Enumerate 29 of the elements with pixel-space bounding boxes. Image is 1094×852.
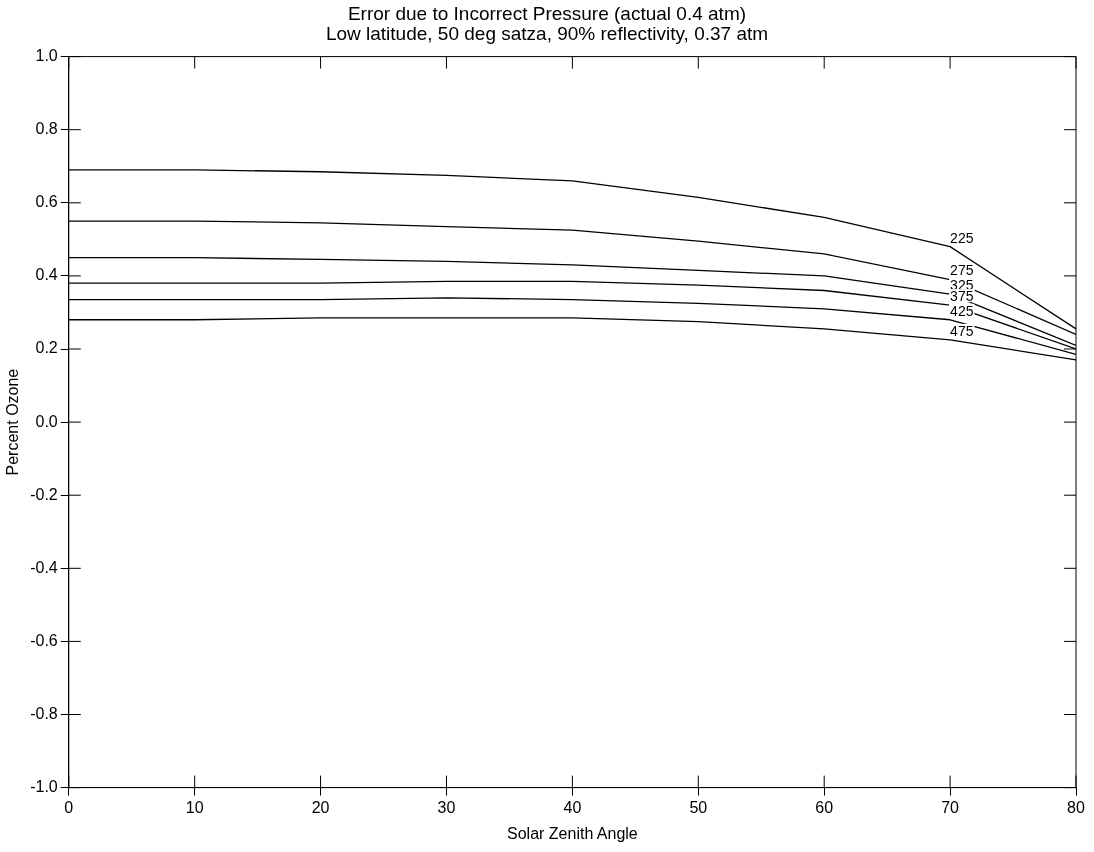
series-label: 475 (950, 322, 974, 339)
x-tick-label: 80 (1067, 798, 1085, 816)
x-tick-label: 10 (185, 798, 204, 816)
x-tick-label: 50 (689, 798, 708, 816)
x-tick-label: 20 (311, 798, 330, 816)
x-tick-label: 40 (563, 798, 582, 816)
series-label: 425 (950, 302, 974, 319)
series-label: 225 (950, 229, 974, 246)
x-tick-label: 60 (815, 798, 834, 816)
y-axis-title: Percent Ozone (4, 368, 22, 476)
x-tick-label: 30 (437, 798, 456, 816)
series-label: 375 (950, 288, 974, 304)
y-tick-label: 0.4 (35, 266, 58, 284)
y-tick-label: 1.0 (35, 47, 58, 65)
y-tick-label: -0.8 (30, 704, 58, 722)
y-tick-label: -0.4 (30, 558, 58, 576)
y-tick-label: -0.6 (30, 631, 58, 649)
chart-title: Error due to Incorrect Pressure (actual 0.4 atm) (346, 3, 748, 24)
y-tick-label: 0.6 (35, 193, 58, 211)
y-tick-label: -0.2 (30, 485, 58, 503)
y-tick-label: 0.2 (35, 339, 58, 357)
y-tick-label: -1.0 (30, 778, 58, 796)
y-tick-label: 0.8 (35, 120, 58, 138)
chart-subtitle: Low latitude, 50 deg satza, 90% reflectivity, 0.37 atm (324, 23, 770, 44)
x-tick-label: 0 (64, 798, 74, 816)
x-axis-title: Solar Zenith Angle (507, 824, 638, 842)
y-tick-label: 0.0 (35, 412, 58, 430)
series-label: 275 (950, 262, 974, 279)
x-tick-label: 70 (941, 798, 960, 816)
